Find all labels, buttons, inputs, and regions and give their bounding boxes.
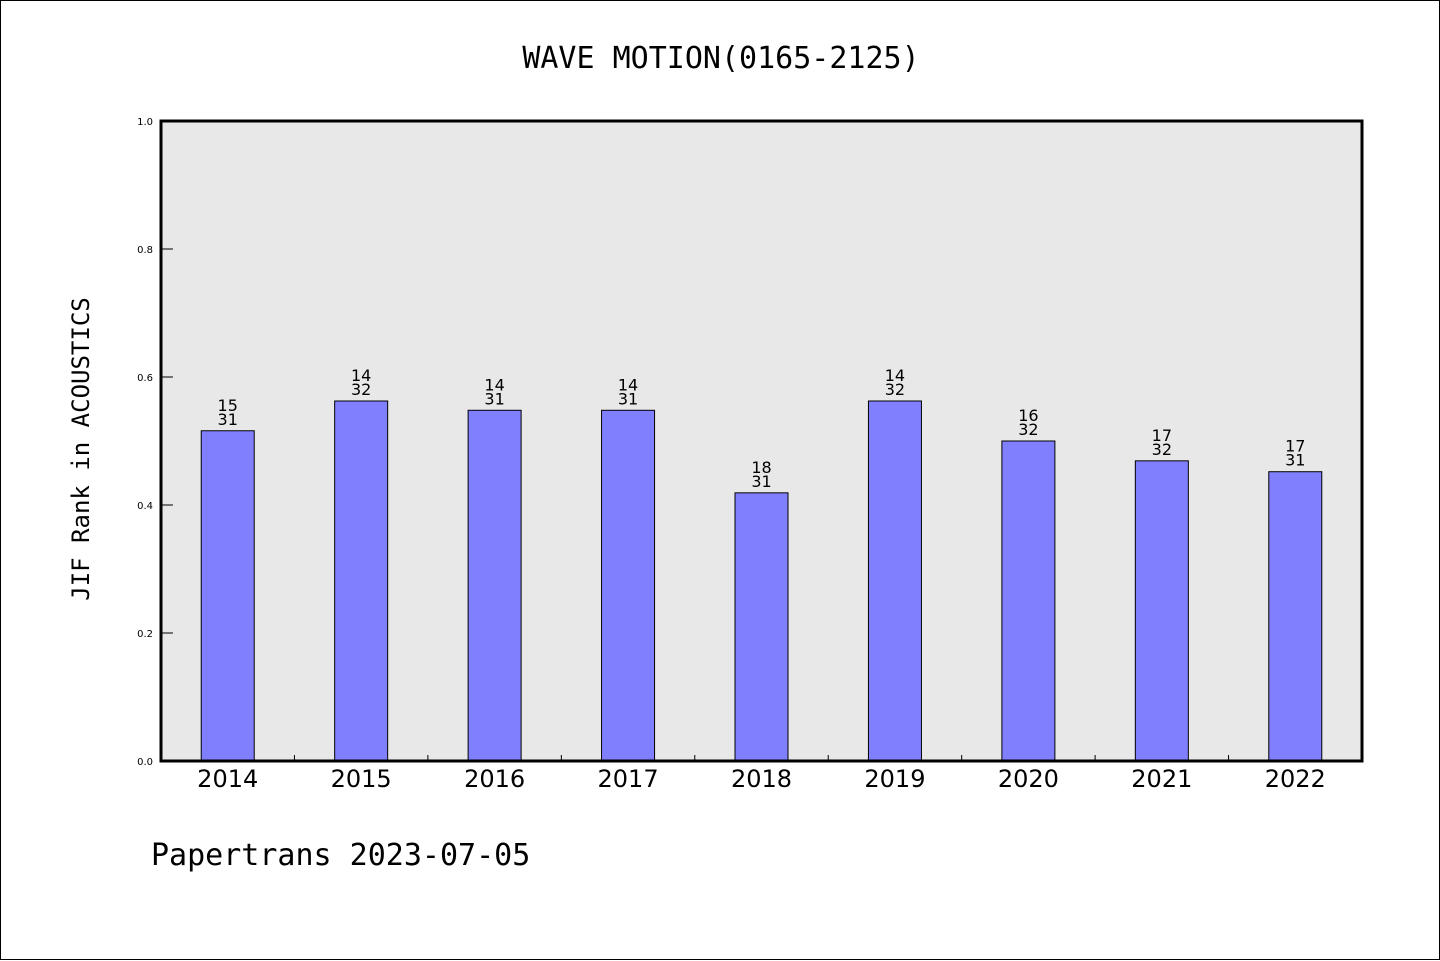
bar-2022 (1268, 471, 1323, 762)
y-axis-label: JIF Rank in ACOUSTICS (67, 297, 95, 600)
y-tick-label: 0.8 (137, 245, 153, 256)
bar-series (200, 400, 1323, 762)
x-tick-label: 2014 (197, 765, 258, 793)
bar-label-total: 31 (1285, 451, 1305, 470)
y-tick-label: 1.0 (137, 117, 153, 128)
bar-label-rank: 17 (1152, 426, 1172, 445)
x-tick-label: 2018 (731, 765, 792, 793)
bar-label-total: 31 (618, 389, 638, 408)
bar-label-rank: 14 (618, 375, 638, 394)
bar-label-rank: 18 (751, 458, 771, 477)
y-tick-label: 0.4 (137, 501, 153, 512)
bar-2021 (1134, 460, 1189, 762)
x-tick-label: 2020 (998, 765, 1059, 793)
plot-border (159, 119, 1364, 763)
x-tick-label: 2015 (331, 765, 392, 793)
x-tick-label: 2021 (1131, 765, 1192, 793)
bar-label-rank: 14 (484, 375, 504, 394)
bar-2014 (200, 430, 255, 762)
bar-label-total: 32 (1018, 420, 1038, 439)
y-tick-label: 0.2 (137, 629, 153, 640)
bar-label-total: 31 (751, 472, 771, 491)
bar-label-total: 31 (484, 389, 504, 408)
bar-label-total: 31 (218, 410, 238, 429)
bar-label-rank: 14 (885, 366, 905, 385)
bar-2016 (467, 409, 522, 762)
x-tick-label: 2022 (1265, 765, 1326, 793)
x-axis-ticks: 2014 2015 2016 2017 2018 2019 2020 2021 2022 (197, 755, 1326, 793)
bar-label-rank: 15 (218, 396, 238, 415)
bar-label-rank: 16 (1018, 406, 1038, 425)
bar-2017 (601, 409, 656, 762)
bar-2020 (1001, 440, 1056, 762)
footer-credit: Papertrans 2023-07-05 (151, 838, 530, 873)
bar-label-rank: 17 (1285, 437, 1305, 456)
y-tick-label: 0.6 (137, 373, 153, 384)
y-tick-label: 0.0 (137, 757, 153, 768)
bar-2018 (734, 492, 789, 762)
bar-label-rank: 14 (351, 366, 371, 385)
bar-2019 (867, 400, 922, 762)
bar-2015 (334, 400, 389, 762)
x-tick-label: 2017 (598, 765, 659, 793)
bar-label-total: 32 (1152, 440, 1172, 459)
x-tick-label: 2019 (864, 765, 925, 793)
bar-label-total: 32 (351, 380, 371, 399)
x-tick-label: 2016 (464, 765, 525, 793)
bar-label-total: 32 (885, 380, 905, 399)
chart-title: WAVE MOTION(0165-2125) (522, 41, 919, 76)
